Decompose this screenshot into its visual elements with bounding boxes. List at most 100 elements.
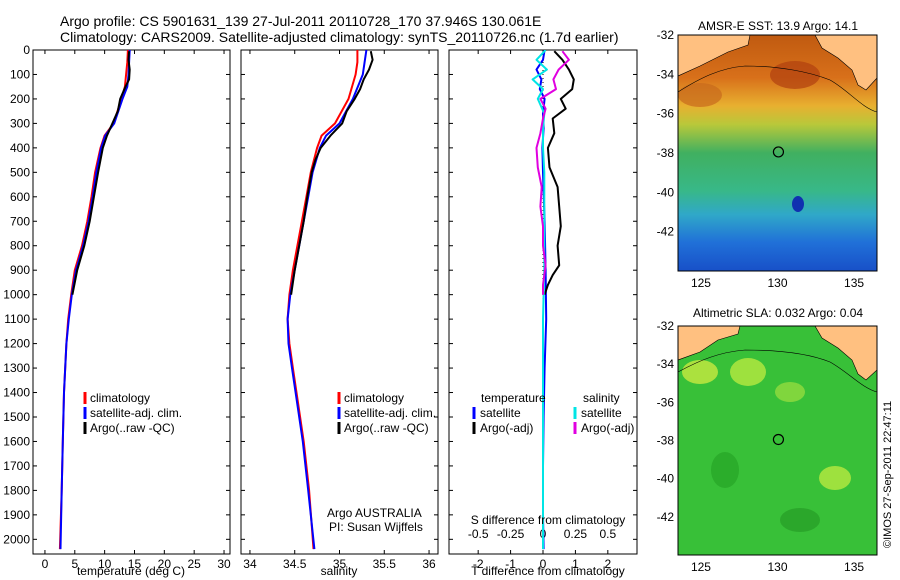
y-tick-label: 500 — [10, 165, 30, 179]
y-tick-label: 200 — [10, 92, 30, 106]
legend-label: Argo(-adj) — [581, 421, 634, 435]
x-tick-label: 5 — [71, 557, 78, 571]
sla-low — [780, 508, 820, 532]
y-tick-label: 1400 — [3, 386, 30, 400]
legend-label: satellite — [581, 406, 622, 420]
y-tick-label: 1000 — [3, 288, 30, 302]
x-tick-label: 2 — [604, 557, 611, 571]
x-tick-label: 1 — [572, 557, 579, 571]
y-tick-label: 1900 — [3, 508, 30, 522]
temperature-panel — [32, 49, 231, 555]
header-line-1: Argo profile: CS 5901631_139 27-Jul-2011… — [60, 13, 541, 29]
legend-title-salinity: salinity — [583, 391, 620, 405]
map-y-tick-label: -42 — [657, 225, 675, 239]
map-y-tick-label: -36 — [657, 107, 675, 121]
s-tick-label: 0.25 — [564, 527, 588, 541]
x-tick-label: 0 — [540, 557, 547, 571]
map-x-tick-label: 130 — [767, 560, 787, 574]
y-tick-label: 1200 — [3, 337, 30, 351]
series-line-argo-raw-qc — [290, 50, 374, 295]
sla-map — [678, 326, 877, 555]
salinity-series-group — [286, 50, 374, 550]
x-tick-label: 10 — [98, 557, 112, 571]
x-tick-label: 15 — [128, 557, 142, 571]
land-coast-west — [678, 326, 741, 361]
temperature-series-group — [58, 50, 131, 550]
y-tick-label: 700 — [10, 214, 30, 228]
attribution-line-2: PI: Susan Wijffels — [329, 520, 423, 534]
series-line-satellite-adj-clim — [59, 50, 131, 550]
map-x-tick-label: 135 — [844, 276, 864, 290]
shelf-contour — [678, 65, 877, 113]
argo-float-marker — [772, 433, 785, 446]
map-x-tick-label: 125 — [691, 560, 711, 574]
map-x-tick-label: 125 — [691, 276, 711, 290]
s-difference-xlabel: S difference from climatology — [471, 513, 626, 527]
map-y-tick-label: -32 — [657, 319, 675, 333]
y-tick-label: 1800 — [3, 483, 30, 497]
map-y-tick-label: -38 — [657, 146, 675, 160]
sla-high — [819, 466, 851, 490]
header-line-2: Climatology: CARS2009. Satellite-adjuste… — [60, 29, 618, 45]
y-tick-label: 1600 — [3, 434, 30, 448]
x-tick-label: -2 — [473, 557, 484, 571]
map-x-tick-label: 135 — [844, 560, 864, 574]
series-line-s-satellite — [531, 50, 548, 550]
x-tick-label: 25 — [188, 557, 202, 571]
sla-high — [730, 358, 766, 386]
legend-label: Argo(-adj) — [480, 421, 533, 435]
series-line-t-argo-adj — [543, 50, 575, 296]
attribution-line-1: Argo AUSTRALIA — [327, 506, 422, 520]
sla-high — [775, 382, 805, 402]
series-line-s-argo-adj — [535, 50, 570, 295]
y-tick-label: 1300 — [3, 361, 30, 375]
salinity-legend: climatology satellite-adj. clim. Argo(..… — [337, 391, 436, 435]
y-tick-label: 400 — [10, 141, 30, 155]
legend-label: Argo(..raw -QC) — [344, 421, 429, 435]
sst-map — [678, 35, 877, 271]
map-y-tick-label: -34 — [657, 67, 675, 81]
salinity-xlabel: salinity — [321, 564, 358, 578]
sla-map-frame — [677, 325, 878, 556]
legend-label: satellite — [480, 406, 521, 420]
y-tick-label: 300 — [10, 116, 30, 130]
x-tick-label: 20 — [158, 557, 172, 571]
legend-label: Argo(..raw -QC) — [90, 421, 175, 435]
salinity-panel — [240, 49, 439, 555]
sla-map-title: Altimetric SLA: 0.032 Argo: 0.04 — [693, 306, 863, 320]
legend-label: satellite-adj. clim. — [90, 406, 182, 420]
land-coast-east — [814, 35, 877, 91]
x-tick-label: 35 — [333, 557, 347, 571]
x-tick-label: 30 — [217, 557, 231, 571]
series-line-argo-raw-qc — [71, 51, 131, 295]
land-coast-west — [678, 35, 751, 77]
s-tick-label: 0.5 — [599, 527, 616, 541]
map-y-tick-label: -38 — [657, 434, 675, 448]
map-y-tick-label: -40 — [657, 185, 675, 199]
x-tick-label: 34 — [243, 557, 257, 571]
temperature-legend: climatology satellite-adj. clim. Argo(..… — [83, 391, 182, 435]
map-x-tick-label: 130 — [767, 276, 787, 290]
y-tick-label: 2000 — [3, 532, 30, 546]
s-tick-label: -0.25 — [497, 527, 525, 541]
map-y-tick-label: -40 — [657, 472, 675, 486]
y-tick-label: 1100 — [4, 312, 30, 326]
map-y-tick-label: -42 — [657, 510, 675, 524]
x-tick-label: 0 — [42, 557, 49, 571]
differences-series-group — [531, 50, 575, 550]
x-tick-label: 35.5 — [373, 557, 397, 571]
sla-high — [682, 360, 718, 384]
y-tick-label: 800 — [10, 239, 30, 253]
y-tick-label: 1700 — [3, 459, 30, 473]
t-difference-xlabel: T difference from climatology — [471, 564, 625, 578]
argo-float-marker — [772, 146, 785, 158]
copyright-timestamp: ©IMOS 27-Sep-2011 22:47:11 — [882, 401, 894, 548]
legend-label: satellite-adj. clim. — [344, 406, 436, 420]
sla-field — [678, 326, 877, 555]
sst-map-title: AMSR-E SST: 13.9 Argo: 14.1 — [698, 19, 858, 33]
map-y-tick-label: -34 — [657, 357, 675, 371]
warm-patch — [770, 61, 820, 89]
x-tick-label: -1 — [505, 557, 516, 571]
s-tick-label: -0.5 — [468, 527, 489, 541]
y-tick-label: 0 — [23, 43, 30, 57]
